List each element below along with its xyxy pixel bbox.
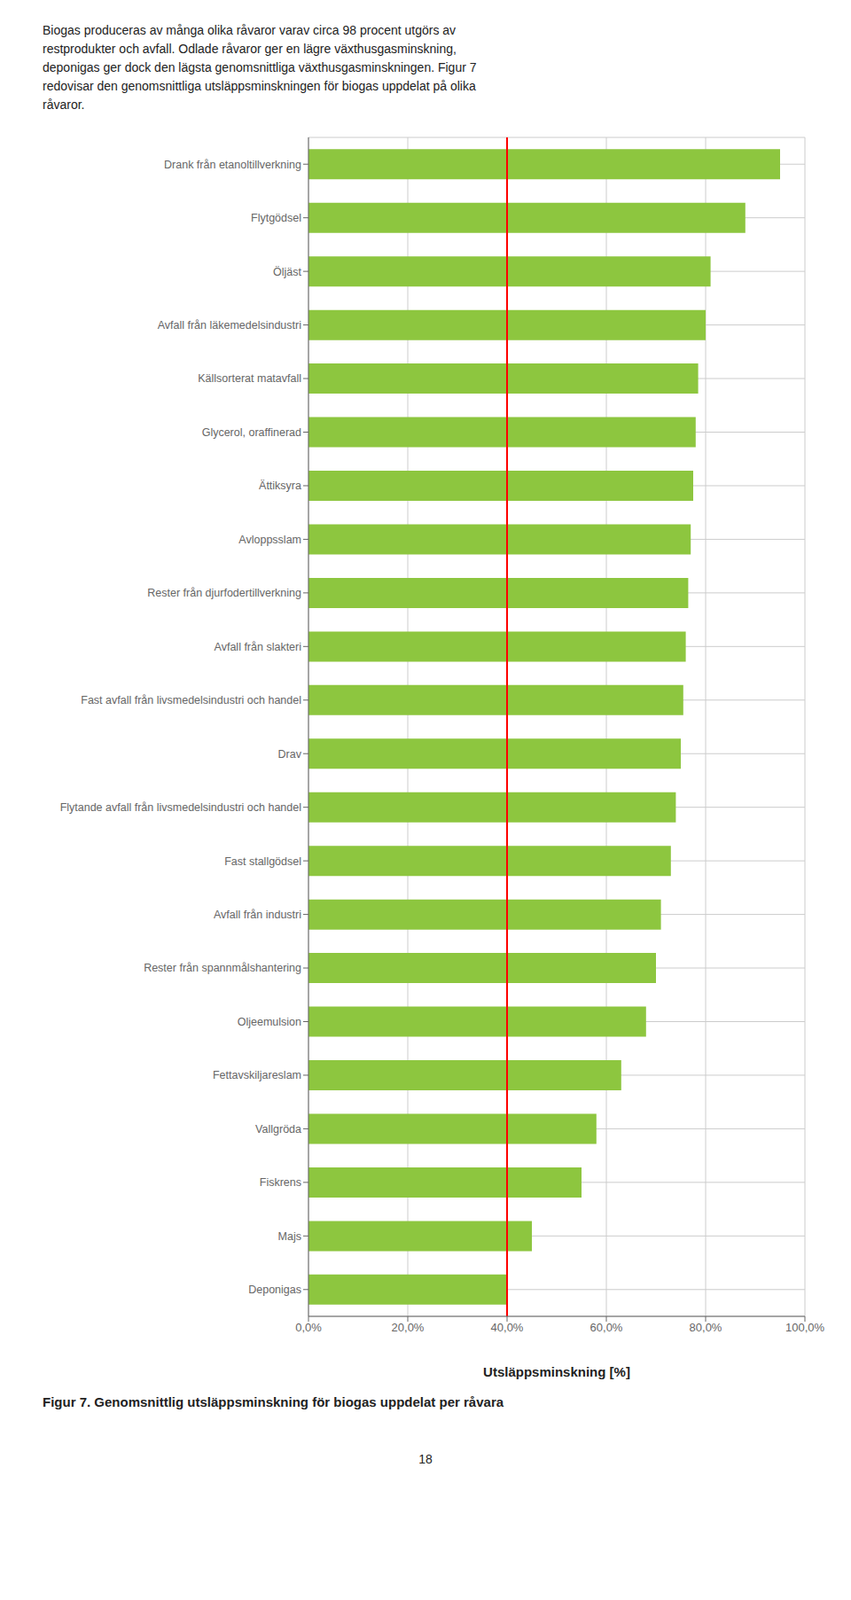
svg-text:Fast avfall från livsmedelsind: Fast avfall från livsmedelsindustri och … [80,694,302,707]
html-text:18: 18 [418,1452,433,1467]
svg-text:Fast stallgödsel: Fast stallgödsel [224,855,302,868]
html-text:Biogas produceras av många oli: Biogas produceras av många olika råvaror… [42,23,456,38]
html-text:deponigas ger dock den lägsta: deponigas ger dock den lägsta genomsnitt… [42,60,477,75]
svg-text:Utsläppsminskning [%]: Utsläppsminskning [%] [483,1364,631,1380]
svg-text:Drav: Drav [278,748,303,761]
svg-text:100,0%: 100,0% [785,1320,826,1335]
svg-text:Deponigas: Deponigas [248,1283,302,1297]
svg-text:20,0%: 20,0% [391,1320,425,1335]
svg-text:Avfall från slakteri: Avfall från slakteri [214,640,302,654]
svg-text:Rester från spannmålshantering: Rester från spannmålshantering [143,961,302,975]
svg-text:Avfall från läkemedelsindustri: Avfall från läkemedelsindustri [157,319,302,332]
svg-text:Flytande avfall från livsmedel: Flytande avfall från livsmedelsindustri … [60,801,302,814]
svg-text:Rester från djurfodertillverkn: Rester från djurfodertillverkning [147,586,302,600]
svg-text:Fettavskiljareslam: Fettavskiljareslam [212,1069,302,1082]
html-text:råvaror.: råvaror. [42,97,85,112]
svg-text:Vallgröda: Vallgröda [255,1123,302,1136]
svg-text:Fiskrens: Fiskrens [259,1176,302,1189]
svg-text:Öljäst: Öljäst [273,265,302,279]
svg-text:Glycerol, oraffinerad: Glycerol, oraffinerad [202,426,302,439]
svg-text:0,0%: 0,0% [295,1320,322,1335]
html-text:redovisar den genomsnittliga u: redovisar den genomsnittliga utsläppsmin… [42,78,476,94]
html-text:restprodukter och avfall. Odla: restprodukter och avfall. Odlade råvaror… [42,41,457,56]
svg-text:Ättiksyra: Ättiksyra [258,479,302,492]
svg-text:Flytgödsel: Flytgödsel [250,211,302,225]
svg-text:Majs: Majs [278,1230,302,1243]
svg-text:Avloppsslam: Avloppsslam [238,533,302,547]
svg-text:Oljeemulsion: Oljeemulsion [237,1015,302,1029]
svg-text:Avfall från industri: Avfall från industri [213,908,302,922]
svg-text:Drank från etanoltillverkning: Drank från etanoltillverkning [163,158,302,172]
svg-text:60,0%: 60,0% [590,1320,624,1335]
html-text:Figur 7. Genomsnittlig utsläpp: Figur 7. Genomsnittlig utsläppsminskning… [42,1394,504,1410]
svg-text:40,0%: 40,0% [491,1320,524,1335]
svg-text:Källsorterat matavfall: Källsorterat matavfall [197,372,302,385]
svg-text:80,0%: 80,0% [689,1320,723,1335]
